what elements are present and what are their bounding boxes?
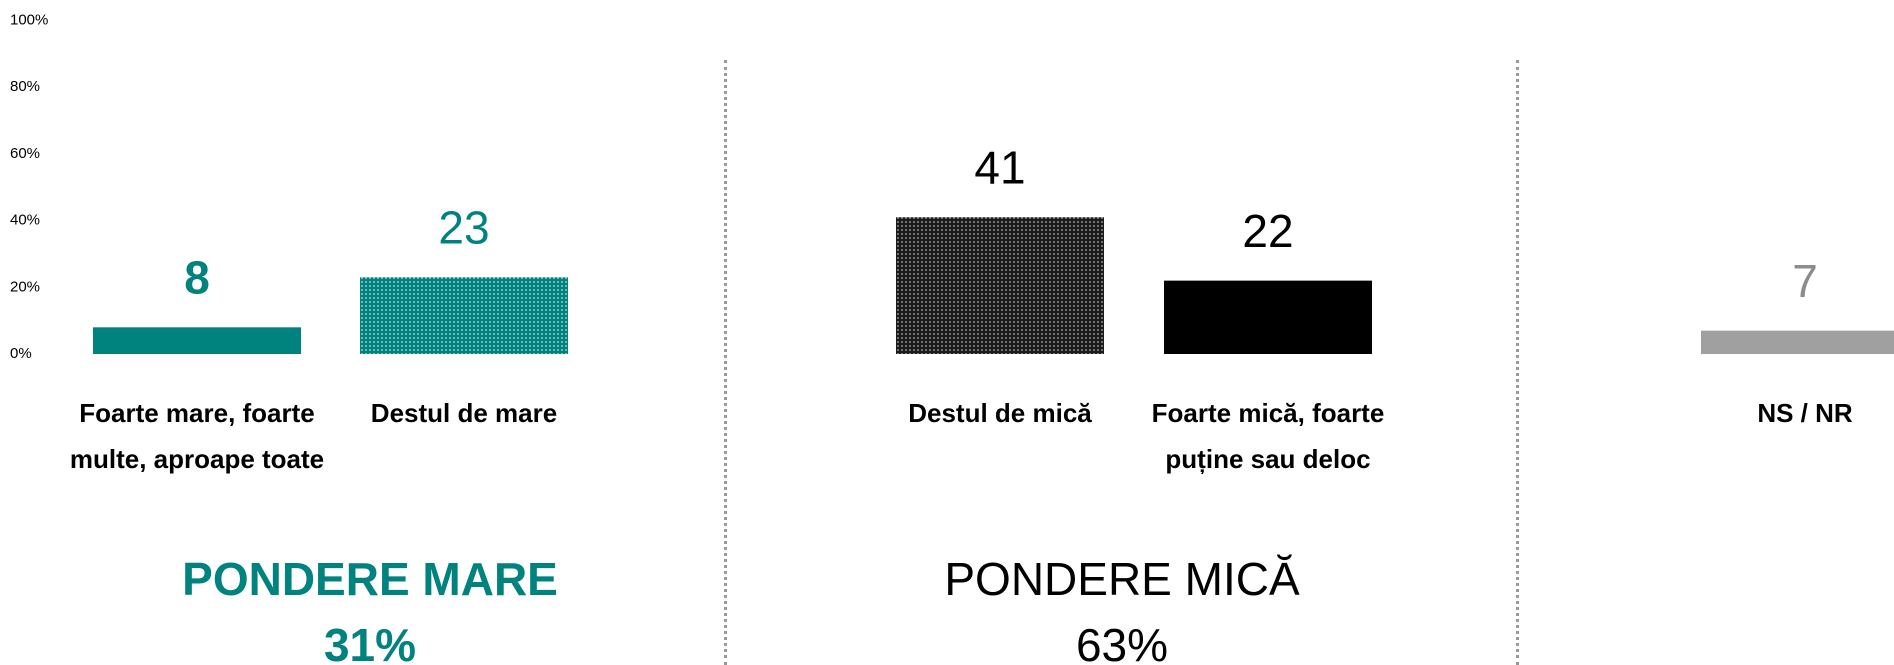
- y-tick-label: 100%: [10, 11, 48, 28]
- x-tick-label: Destul de mare: [370, 398, 558, 428]
- value-label: 23: [438, 201, 489, 253]
- bar: [93, 327, 301, 354]
- x-tick-label: Destul de mică: [908, 398, 1092, 428]
- group-total: 31%: [323, 619, 417, 665]
- group-total: 63%: [1075, 619, 1169, 665]
- x-tick-label: Foarte mică, foarte puține sau deloc: [1151, 398, 1385, 474]
- value-label: 8: [184, 251, 210, 303]
- divider: [724, 60, 727, 665]
- group-label: PONDERE MARE: [182, 553, 558, 605]
- value-label: 7: [1792, 255, 1818, 307]
- x-tick-label: Foarte mare, foarte multe, aproape toate: [69, 398, 325, 474]
- bar: [360, 277, 568, 354]
- bar: [896, 217, 1104, 354]
- value-label: 22: [1242, 205, 1293, 257]
- y-tick-label: 40%: [10, 212, 40, 229]
- bar: [1701, 330, 1894, 354]
- bar: [1164, 280, 1372, 354]
- divider: [1516, 60, 1519, 665]
- y-tick-label: 60%: [10, 145, 40, 162]
- group-label: PONDERE MICĂ: [944, 553, 1300, 605]
- x-tick-label: NS / NR: [1757, 398, 1853, 428]
- value-label: 41: [974, 141, 1025, 193]
- y-tick-label: 0%: [10, 345, 32, 362]
- y-tick-label: 80%: [10, 78, 40, 95]
- y-tick-label: 20%: [10, 278, 40, 295]
